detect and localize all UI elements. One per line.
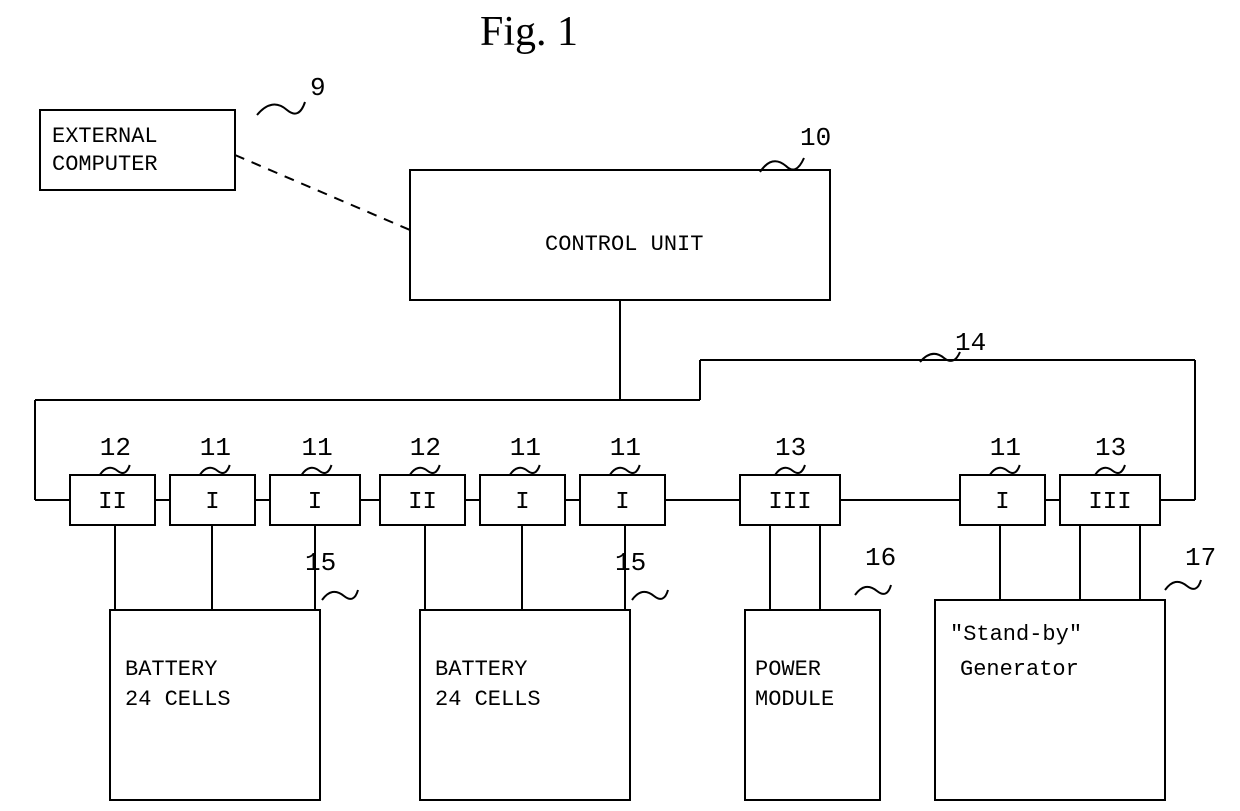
ref-squiggle-17 xyxy=(1165,580,1201,590)
module-ref: 12 xyxy=(100,433,131,463)
module-roman: II xyxy=(408,489,437,516)
external-computer-label-1: EXTERNAL xyxy=(52,124,158,149)
module-m1: I 11 xyxy=(170,433,255,525)
battery-2-label-1: BATTERY xyxy=(435,657,527,682)
battery-1-label-2: 24 CELLS xyxy=(125,687,231,712)
module-ref: 11 xyxy=(990,433,1021,463)
ref-squiggle-module-3 xyxy=(410,465,440,475)
ref-17: 17 xyxy=(1185,543,1216,573)
module-roman: I xyxy=(995,489,1009,516)
module-ref: 11 xyxy=(510,433,541,463)
battery-2-block: BATTERY 24 CELLS xyxy=(420,610,630,800)
ref-10: 10 xyxy=(800,123,831,153)
ref-15b: 15 xyxy=(615,548,646,578)
module-roman: I xyxy=(615,489,629,516)
link-external-to-control xyxy=(235,155,410,230)
standby-generator-block: "Stand-by" Generator xyxy=(935,600,1165,800)
ref-squiggle-module-5 xyxy=(610,465,640,475)
control-unit-label: CONTROL UNIT xyxy=(545,232,703,257)
module-m3: II 12 xyxy=(380,433,465,525)
block-diagram: Fig. 1 EXTERNAL COMPUTER 9 CONTROL UNIT … xyxy=(0,0,1240,811)
module-ref: 13 xyxy=(775,433,806,463)
module-roman: I xyxy=(515,489,529,516)
module-roman: I xyxy=(205,489,219,516)
ref-16: 16 xyxy=(865,543,896,573)
ref-squiggle-16 xyxy=(855,585,891,595)
ref-squiggle-15b xyxy=(632,590,668,600)
module-ref: 11 xyxy=(200,433,231,463)
module-m4: I 11 xyxy=(480,433,565,525)
ref-squiggle-9 xyxy=(257,102,305,115)
module-m7: I 11 xyxy=(960,433,1045,525)
ref-squiggle-module-6 xyxy=(775,465,805,475)
ref-squiggle-15a xyxy=(322,590,358,600)
ref-15a: 15 xyxy=(305,548,336,578)
ref-squiggle-module-2 xyxy=(302,465,332,475)
module-m6: III 13 xyxy=(740,433,840,525)
module-roman: II xyxy=(98,489,127,516)
module-ref: 11 xyxy=(302,433,333,463)
module-m2: I 11 xyxy=(270,433,360,525)
module-m5: I 11 xyxy=(580,433,665,525)
ref-squiggle-module-0 xyxy=(100,465,130,475)
power-module-label-2: MODULE xyxy=(755,687,834,712)
ref-9: 9 xyxy=(310,73,326,103)
standby-label-2: Generator xyxy=(960,657,1079,682)
module-roman: III xyxy=(1088,489,1131,516)
battery-1-block: BATTERY 24 CELLS xyxy=(110,610,320,800)
standby-label-1: "Stand-by" xyxy=(950,622,1082,647)
ref-squiggle-module-7 xyxy=(990,465,1020,475)
battery-2-label-2: 24 CELLS xyxy=(435,687,541,712)
module-roman: III xyxy=(768,489,811,516)
module-ref: 12 xyxy=(410,433,441,463)
module-m0: II 12 xyxy=(70,433,155,525)
module-row: II 12 I 11 I 11 II 12 I 11 I 11 III 13 I 11 III 13 xyxy=(70,433,1160,525)
battery-1-label-1: BATTERY xyxy=(125,657,217,682)
external-computer-label-2: COMPUTER xyxy=(52,152,158,177)
power-module-block: POWER MODULE xyxy=(745,610,880,800)
ref-squiggle-module-4 xyxy=(510,465,540,475)
module-m8: III 13 xyxy=(1060,433,1160,525)
module-roman: I xyxy=(308,489,322,516)
control-unit-block: CONTROL UNIT xyxy=(410,170,830,300)
ref-14: 14 xyxy=(955,328,986,358)
module-ref: 13 xyxy=(1095,433,1126,463)
figure-title: Fig. 1 xyxy=(480,9,578,55)
ref-squiggle-module-8 xyxy=(1095,465,1125,475)
external-computer-block: EXTERNAL COMPUTER xyxy=(40,110,235,190)
module-ref: 11 xyxy=(610,433,641,463)
ref-squiggle-module-1 xyxy=(200,465,230,475)
power-module-label-1: POWER xyxy=(755,657,821,682)
